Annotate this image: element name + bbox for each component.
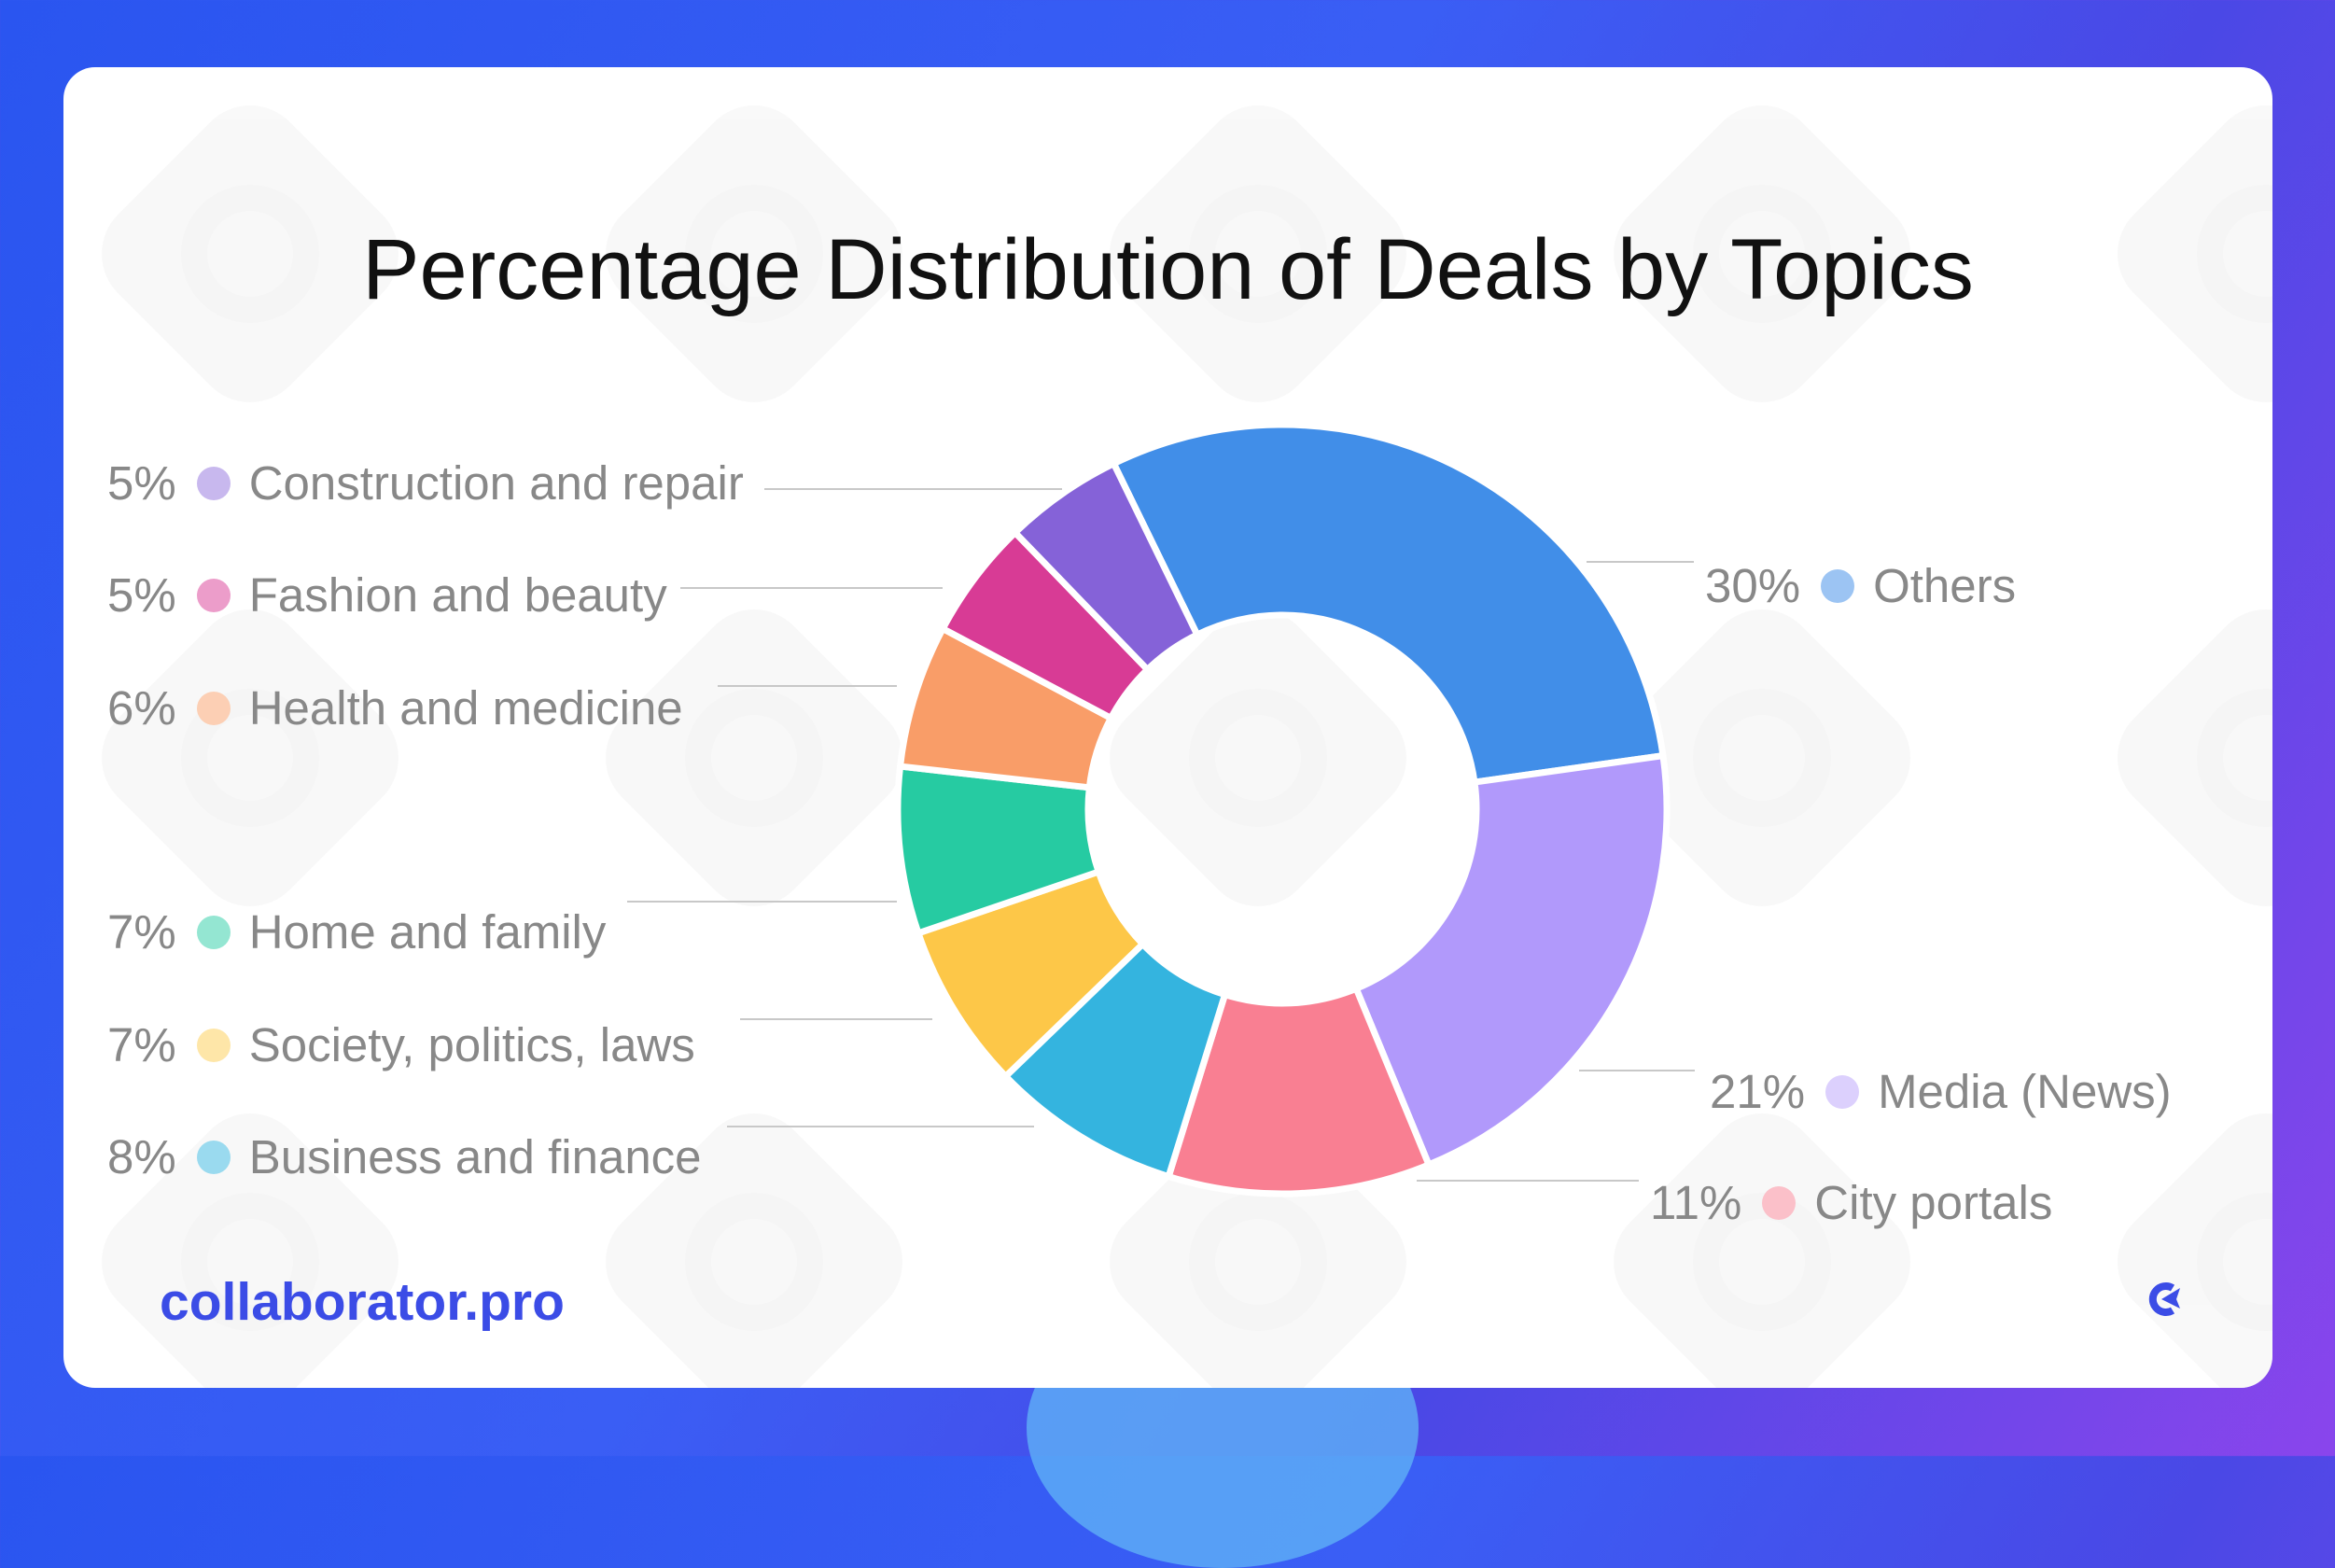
legend-dot-icon [1821,568,1855,603]
value-label: 11% [1650,1176,1742,1229]
legend-label: 7% Home and family [107,908,606,956]
collaborator-logo-icon [2148,1282,2180,1316]
value-label: 5% [107,568,176,622]
chart-card: Percentage Distribution of Deals by Topi… [63,67,2272,1388]
legend-label: 5% Construction and repair [107,459,744,507]
category-label: Construction and repair [248,456,744,510]
category-label: Health and medicine [248,681,683,735]
donut-slice-media-news- [1352,752,1671,1169]
legend-label: 5% Fashion and beauty [107,571,667,619]
value-label: 8% [107,1130,176,1183]
category-label: Business and finance [248,1130,702,1183]
legend-label: 11% City portals [1650,1179,2052,1226]
legend-label: 7% Society, politics, laws [107,1021,695,1069]
category-label: Fashion and beauty [248,568,667,622]
legend-dot-icon [196,915,231,949]
legend-dot-icon [196,1028,231,1062]
value-label: 7% [107,1018,176,1071]
value-label: 30% [1705,559,1801,612]
legend-dot-icon [1762,1185,1797,1220]
brand-logo-text: collaborator.pro [160,1272,565,1332]
legend-label: 6% Health and medicine [107,684,683,732]
legend-dot-icon [196,691,231,725]
donut-slice-construction-and-repair [1012,460,1201,673]
legend-label: 21% Media (News) [1710,1068,2172,1115]
donut-slice-city-portals [1165,985,1433,1197]
legend-dot-icon [1825,1074,1860,1109]
donut-slice-others [1110,421,1667,786]
value-label: 7% [107,905,176,959]
value-label: 6% [107,681,176,735]
legend-dot-icon [196,578,231,612]
legend-dot-icon [196,466,231,500]
category-label: City portals [1814,1176,2053,1229]
category-label: Others [1873,559,2017,612]
value-label: 5% [107,456,176,510]
legend-label: 30% Others [1705,562,2016,609]
category-label: Home and family [248,905,607,959]
legend-label: 8% Business and finance [107,1133,702,1181]
legend-dot-icon [196,1140,231,1174]
value-label: 21% [1710,1065,1806,1118]
donut-chart [627,421,1695,1197]
chart-title: Percentage Distribution of Deals by Topi… [362,222,1974,317]
category-label: Society, politics, laws [248,1018,695,1071]
category-label: Media (News) [1878,1065,2172,1118]
